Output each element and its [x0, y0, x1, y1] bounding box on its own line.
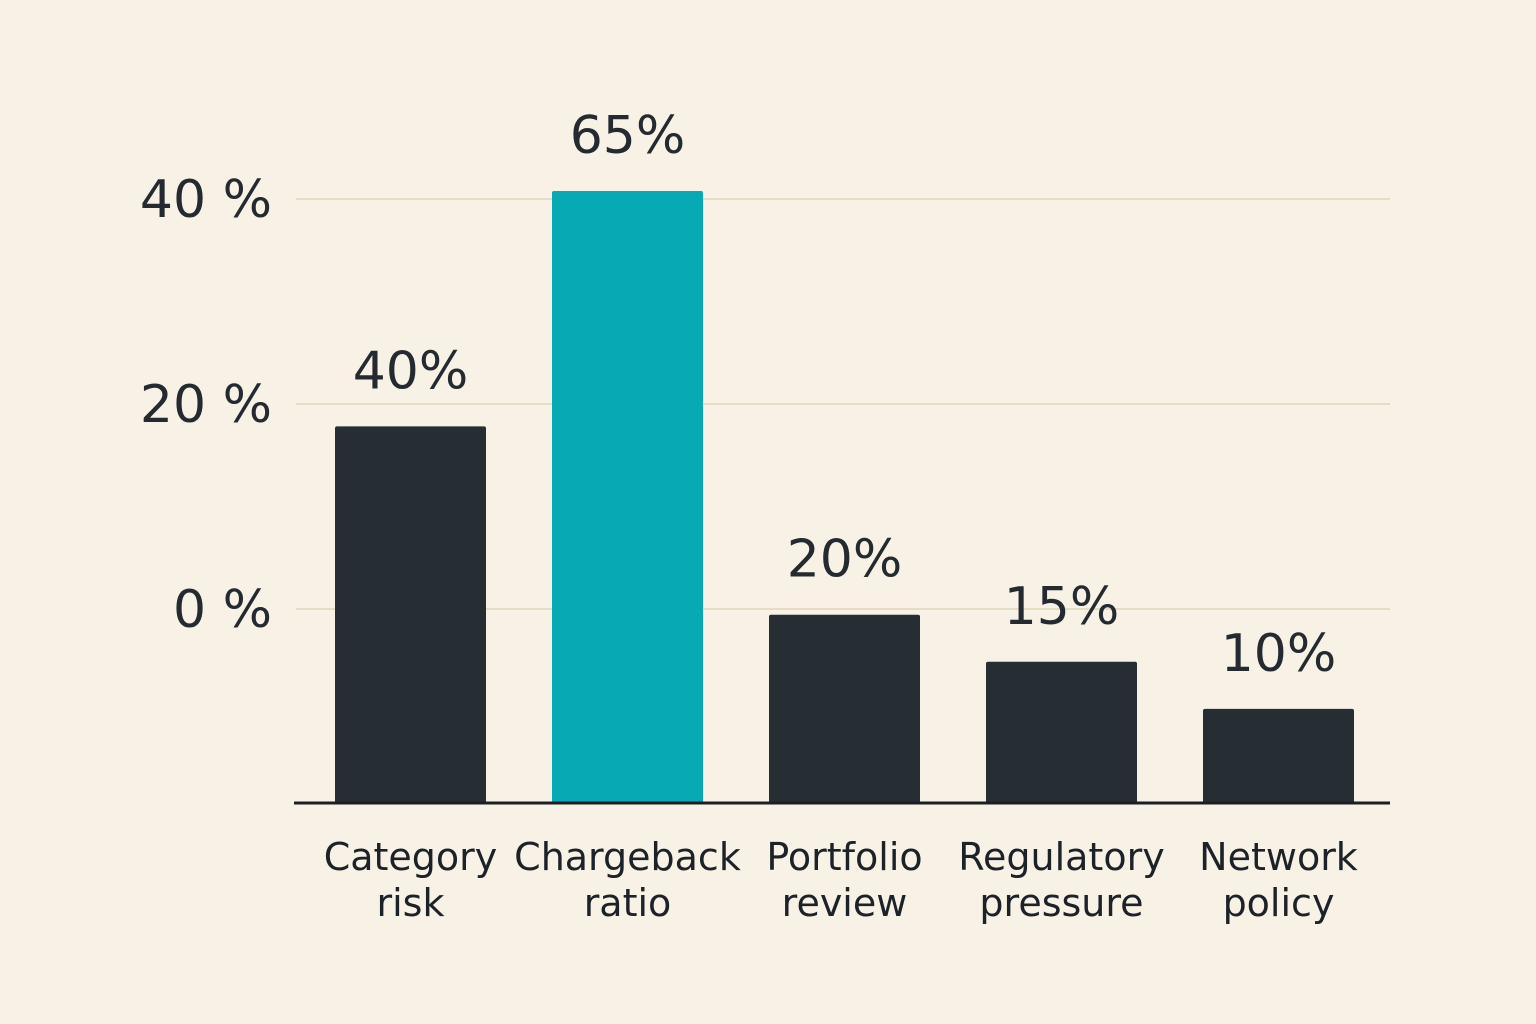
bars: [335, 191, 1354, 803]
y-tick-label: 20 %: [140, 375, 272, 435]
x-category-label: ratio: [584, 881, 672, 925]
data-labels: 40% 65% 20% 15% 10%: [353, 106, 1337, 684]
bar: [769, 614, 920, 803]
y-tick-label: 40 %: [140, 170, 272, 230]
y-tick-label: 0 %: [173, 580, 272, 640]
x-category-label: Network: [1199, 835, 1358, 879]
bar: [986, 661, 1137, 803]
bar-value-label: 20%: [787, 530, 903, 590]
bar: [1203, 708, 1354, 803]
x-category-label: Category: [324, 835, 498, 879]
y-axis-ticks: 0 % 20 % 40 %: [140, 170, 272, 640]
x-category-label: Portfolio: [766, 835, 922, 879]
x-category-label: policy: [1223, 881, 1335, 925]
bar: [335, 426, 486, 803]
bar-value-label: 15%: [1004, 577, 1120, 637]
x-category-label: review: [782, 881, 908, 925]
x-category-label: risk: [377, 881, 445, 925]
bar-value-label: 10%: [1221, 624, 1337, 684]
bar-value-label: 65%: [570, 106, 686, 166]
bar-value-label: 40%: [353, 341, 469, 401]
bar: [552, 191, 703, 803]
x-category-label: pressure: [979, 881, 1143, 925]
x-category-label: Chargeback: [514, 835, 741, 879]
x-category-label: Regulatory: [958, 835, 1164, 879]
